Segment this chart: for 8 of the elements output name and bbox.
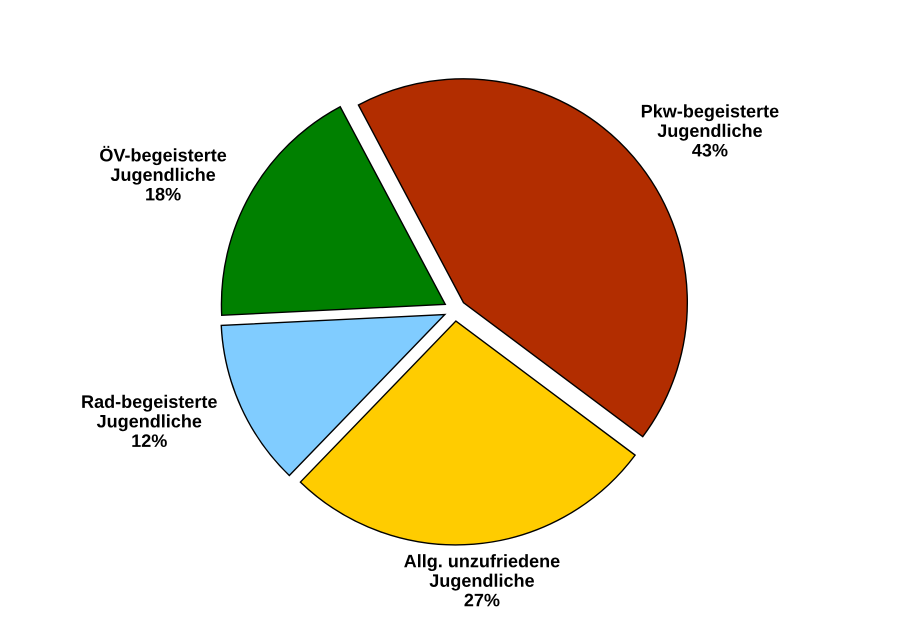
- slice-label: Pkw-begeisterte Jugendliche: [642, 104, 779, 141]
- data-label: 18%: [146, 188, 181, 201]
- data-label: 43%: [692, 144, 728, 157]
- slice-label: ÖV-begeisterte Jugendliche: [100, 146, 226, 185]
- slice-label: Rad-begeisterte Jugendliche: [82, 394, 217, 432]
- data-label: 27%: [464, 594, 500, 606]
- data-label: 12%: [132, 434, 167, 448]
- slice-label: Allg. unzufriedene Jugendliche: [404, 554, 560, 591]
